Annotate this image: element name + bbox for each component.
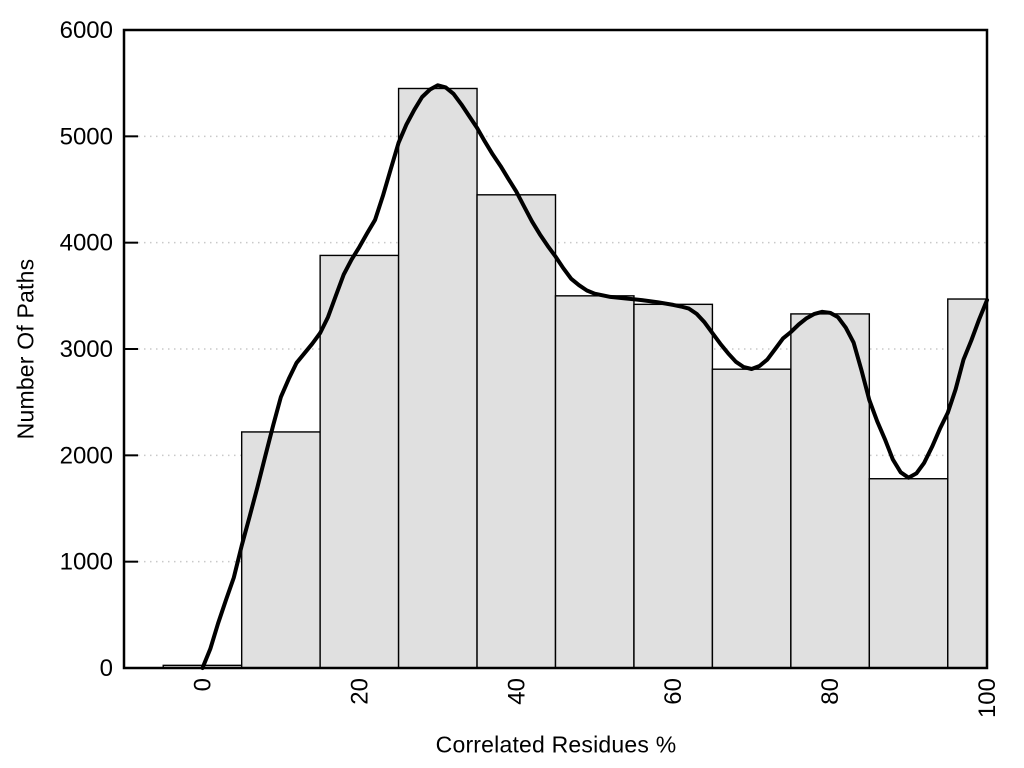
histogram-bar (711, 368, 792, 669)
histogram-bar (319, 254, 400, 669)
y-tick-label: 0 (100, 655, 113, 682)
histogram-bar (476, 194, 557, 669)
histogram-bar (397, 87, 478, 669)
x-axis-title: Correlated Residues % (435, 731, 677, 758)
y-tick-label: 3000 (60, 336, 113, 363)
plot-border (122, 28, 989, 670)
histogram-bar (240, 431, 321, 669)
x-tick-label: 20 (346, 678, 373, 705)
histogram-bar (868, 478, 949, 669)
x-tick-label: 60 (660, 678, 687, 705)
y-tick-label: 2000 (60, 442, 113, 469)
y-tick-label: 4000 (60, 230, 113, 257)
y-tick-label: 6000 (60, 17, 113, 44)
y-tick-label: 1000 (60, 549, 113, 576)
x-tick-label: 100 (974, 678, 1001, 718)
histogram-bar (790, 313, 871, 669)
y-tick-label: 5000 (60, 123, 113, 150)
x-tick-label: 40 (503, 678, 530, 705)
density-curve (200, 83, 989, 670)
y-axis-title: Number Of Paths (12, 258, 39, 440)
x-tick-label: 0 (189, 678, 216, 691)
x-tick-label: 80 (817, 678, 844, 705)
histogram-bar (633, 303, 714, 669)
histogram-bar (554, 295, 635, 669)
